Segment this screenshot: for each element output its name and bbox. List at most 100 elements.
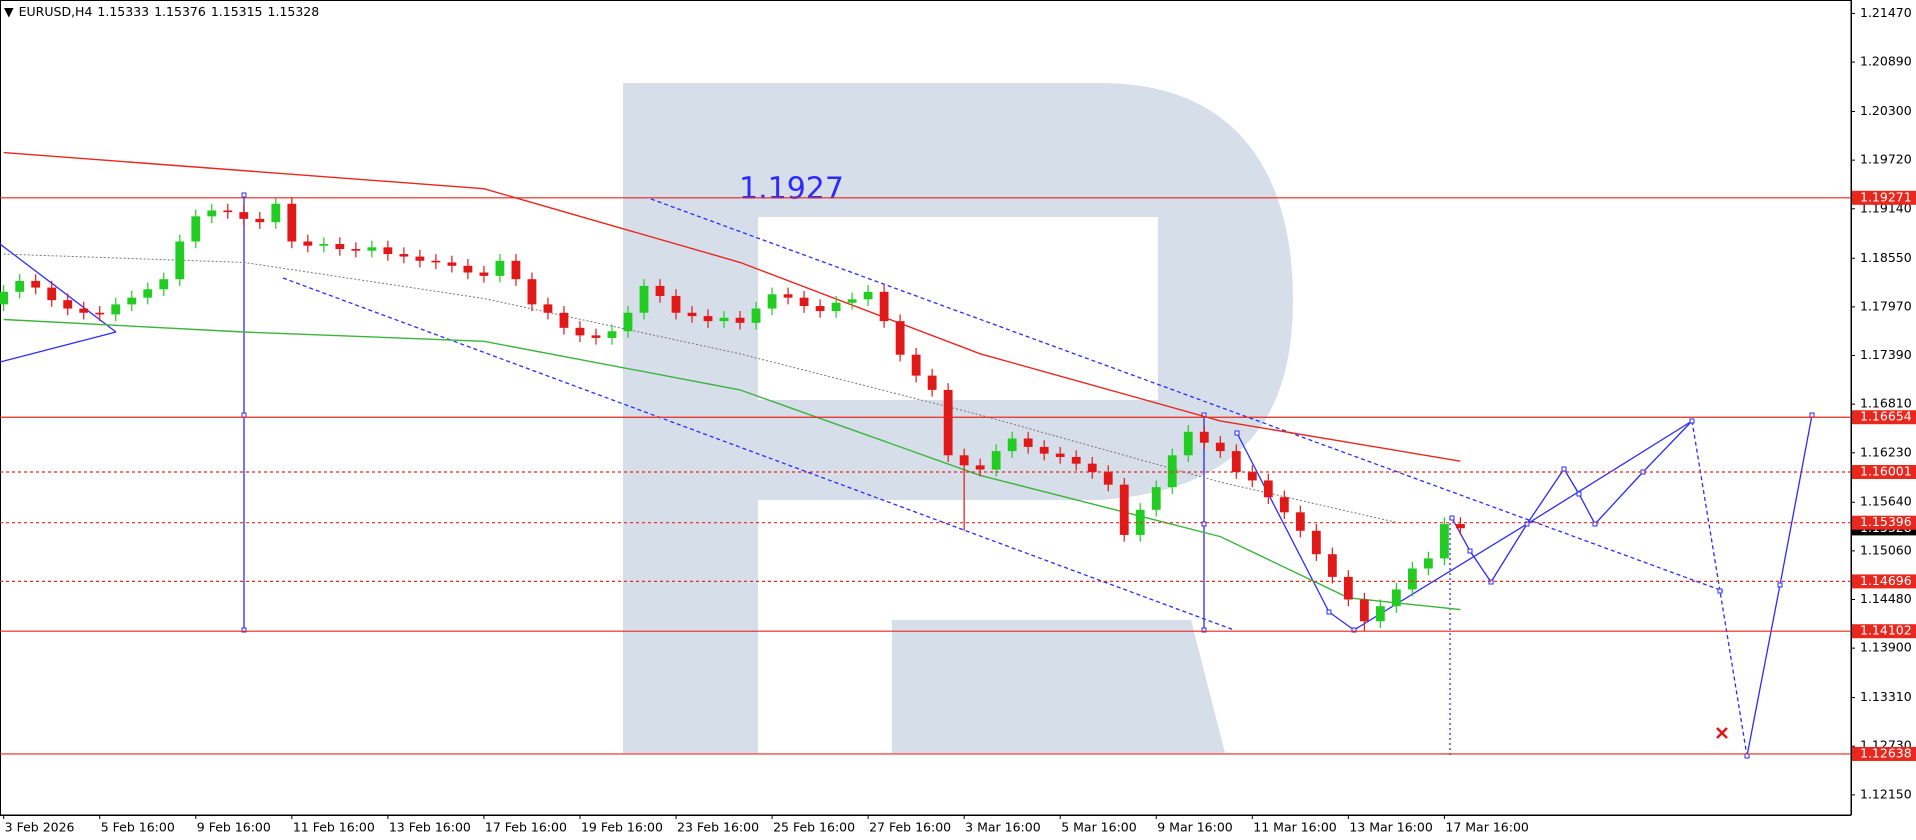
level-label: 1.15396 — [1860, 514, 1912, 529]
anchor — [1744, 753, 1750, 759]
candle-body — [975, 465, 985, 470]
candle-body — [527, 279, 537, 305]
y-tick-label: 1.17970 — [1860, 298, 1912, 313]
candle-body — [879, 291, 889, 322]
candle-body — [1247, 472, 1257, 481]
x-tick-label: 23 Feb 16:00 — [677, 820, 759, 835]
candle-body — [959, 455, 969, 466]
anchor — [1524, 521, 1530, 527]
anchor — [1561, 466, 1567, 472]
anchor — [1467, 548, 1473, 554]
level-label-box — [1852, 464, 1916, 479]
candle-body — [367, 247, 377, 251]
candle-body — [463, 265, 473, 273]
x-tick-label: 5 Mar 16:00 — [1061, 820, 1137, 835]
candle-body — [1183, 431, 1193, 456]
candle-body — [431, 260, 441, 263]
candle-body — [175, 241, 185, 280]
candle-body — [863, 291, 873, 300]
x-tick-label: 17 Mar 16:00 — [1445, 820, 1529, 835]
candle-body — [239, 212, 249, 219]
anchor — [1326, 609, 1332, 615]
candle-body — [15, 280, 25, 292]
level-label: 1.14102 — [1860, 623, 1912, 638]
candle-body — [559, 312, 569, 328]
candle-body — [751, 308, 761, 323]
anchor — [1717, 588, 1723, 594]
candle-body — [415, 256, 425, 261]
candle-body — [911, 354, 921, 376]
candle-body — [191, 216, 201, 242]
candle-body — [1087, 463, 1097, 473]
candle-body — [1167, 455, 1177, 488]
candle-body — [383, 247, 393, 255]
candle-body — [1103, 472, 1113, 485]
candle-body — [207, 210, 217, 217]
x-tick-label: 9 Feb 16:00 — [197, 820, 271, 835]
anchor — [241, 627, 247, 633]
candle-body — [799, 297, 809, 307]
candle-body — [479, 272, 489, 276]
y-tick-label: 1.19720 — [1860, 152, 1912, 167]
y-tick-label: 1.14480 — [1860, 591, 1912, 606]
level-label: 1.16001 — [1860, 463, 1912, 478]
y-tick-label: 1.15640 — [1860, 494, 1912, 509]
x-tick-label: 9 Mar 16:00 — [1157, 820, 1233, 835]
anchor — [1689, 418, 1695, 424]
candle-body — [1359, 599, 1369, 622]
candle-body — [111, 304, 121, 315]
candle-body — [1456, 524, 1465, 529]
candle-body — [575, 327, 585, 336]
moving-average — [3, 318, 1461, 611]
forecast-path — [1691, 420, 1748, 757]
x-tick-label: 11 Feb 16:00 — [293, 820, 375, 835]
y-tick-label: 1.16810 — [1860, 396, 1912, 411]
anchor — [1592, 521, 1598, 527]
x-tick-label: 13 Feb 16:00 — [389, 820, 471, 835]
candle-body — [271, 203, 281, 223]
candle-body — [223, 210, 233, 213]
candle-body — [831, 302, 841, 312]
y-tick-label: 1.13900 — [1860, 640, 1912, 655]
candle-body — [1375, 606, 1385, 622]
level-label-box — [1852, 515, 1916, 530]
y-tick-label: 1.21470 — [1860, 5, 1912, 20]
candle-body — [399, 254, 409, 257]
cross-marker — [1716, 727, 1728, 739]
channel-line — [650, 198, 1724, 592]
header-close: 1.15328 — [267, 4, 320, 19]
watermark-leg — [892, 620, 1225, 753]
anchor — [1777, 582, 1783, 588]
candle-body — [639, 285, 649, 313]
y-tick-label: 1.15060 — [1860, 542, 1912, 557]
candle-body — [127, 297, 137, 305]
candle-body — [511, 260, 521, 280]
x-tick-label: 5 Feb 16:00 — [101, 820, 175, 835]
watermark-bowl — [758, 83, 1293, 500]
x-tick-label: 13 Mar 16:00 — [1349, 820, 1433, 835]
candle-body — [47, 287, 57, 301]
trend-line — [0, 243, 117, 333]
symbol: EURUSD,H4 — [18, 4, 93, 19]
x-tick-label: 19 Feb 16:00 — [581, 820, 663, 835]
candle-body — [143, 289, 153, 298]
level-label: 1.14696 — [1860, 573, 1912, 588]
candle-body — [927, 375, 937, 390]
anchor — [1201, 521, 1207, 527]
candle-body — [1071, 456, 1081, 464]
trend-line — [0, 331, 117, 363]
candle-body — [495, 260, 505, 276]
level-label-box — [1852, 190, 1916, 205]
candle-body — [447, 262, 457, 266]
candle-body — [671, 295, 681, 313]
candle-body — [1295, 512, 1305, 531]
candle-body — [847, 299, 857, 303]
candle-body — [591, 335, 601, 338]
level-label: 1.12638 — [1860, 745, 1912, 760]
candle-body — [735, 317, 745, 323]
level-label: 1.19271 — [1860, 189, 1912, 204]
candle-body — [1215, 442, 1225, 452]
candle-body — [1151, 487, 1161, 510]
y-tick-label: 1.16230 — [1860, 444, 1912, 459]
watermark — [623, 83, 1293, 753]
